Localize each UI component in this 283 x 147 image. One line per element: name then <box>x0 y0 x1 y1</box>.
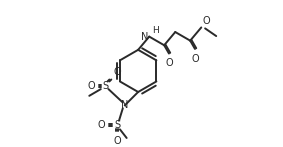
Text: O: O <box>87 81 95 91</box>
Text: O: O <box>165 58 173 68</box>
Text: O: O <box>202 16 210 26</box>
Text: N: N <box>141 32 148 42</box>
Text: O: O <box>98 120 106 130</box>
Text: O: O <box>191 54 199 64</box>
Text: S: S <box>102 81 109 91</box>
Text: O: O <box>113 136 121 146</box>
Text: S: S <box>114 120 120 130</box>
Text: H: H <box>152 26 159 35</box>
Text: N: N <box>121 100 128 110</box>
Text: O: O <box>113 67 121 77</box>
